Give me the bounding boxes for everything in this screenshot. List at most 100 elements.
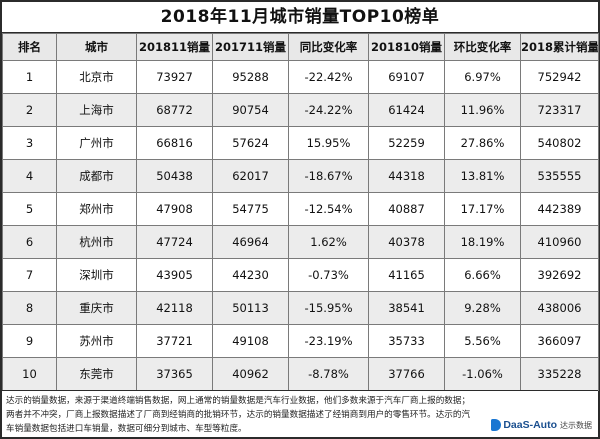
table-cell: 北京市 [56,60,137,94]
table-cell: 3 [2,126,57,160]
table-cell: 13.81% [444,159,521,193]
table-cell: 47908 [136,192,213,226]
column-header: 城市 [56,33,137,61]
column-header: 环比变化率 [444,33,521,61]
table-cell: 43905 [136,258,213,292]
table-cell: 73927 [136,60,213,94]
table-row: 5 郑州市 47908 54775 -12.54% 40887 17.17% 442389 [2,192,599,226]
table-cell: 10 [2,357,57,391]
table-row: 4 成都市 50438 62017 -18.67% 44318 13.81% 535555 [2,159,599,193]
table-title: 2018年11月城市销量TOP10榜单 [2,2,598,33]
table-cell: 深圳市 [56,258,137,292]
table-cell: 杭州市 [56,225,137,259]
table-cell: 46964 [212,225,289,259]
brand-logo: DaaS-Auto 达示数据 [491,417,592,433]
table-cell: -15.95% [288,291,369,325]
table-cell: 54775 [212,192,289,226]
table-cell: 44230 [212,258,289,292]
table-cell: 35733 [368,324,445,358]
table-row: 7 深圳市 43905 44230 -0.73% 41165 6.66% 392692 [2,258,599,292]
table-cell: 8 [2,291,57,325]
logo-subtitle: 达示数据 [560,420,592,430]
table-cell: 苏州市 [56,324,137,358]
header-row: 排名 城市 201811销量 201711销量 同比变化率 201810销量 环比变化率 20… [2,33,599,61]
table-cell: 535555 [520,159,599,193]
table-cell: 1.62% [288,225,369,259]
table-cell: -18.67% [288,159,369,193]
table-cell: 66816 [136,126,213,160]
table-cell: 广州市 [56,126,137,160]
table-cell: 9 [2,324,57,358]
table-cell: 723317 [520,93,599,127]
table-cell: 40962 [212,357,289,391]
table-cell: -12.54% [288,192,369,226]
table-cell: 6.66% [444,258,521,292]
column-header: 201711销量 [212,33,289,61]
table-cell: 540802 [520,126,599,160]
footnote-text: 达示的销量数据，来源于渠道终端销售数据，网上通常的销量数据是汽车行业数据，他们多… [6,396,471,434]
table-cell: 5.56% [444,324,521,358]
table-cell: 37766 [368,357,445,391]
table-cell: 52259 [368,126,445,160]
table-cell: 69107 [368,60,445,94]
table-cell: -0.73% [288,258,369,292]
table-cell: 5 [2,192,57,226]
column-header: 同比变化率 [288,33,369,61]
table-cell: 17.17% [444,192,521,226]
table-cell: 2 [2,93,57,127]
table-cell: 15.95% [288,126,369,160]
table-cell: 44318 [368,159,445,193]
table-cell: 68772 [136,93,213,127]
table-cell: -22.42% [288,60,369,94]
table-cell: 90754 [212,93,289,127]
table-cell: 18.19% [444,225,521,259]
table-cell: 752942 [520,60,599,94]
table-row: 6 杭州市 47724 46964 1.62% 40378 18.19% 410960 [2,225,599,259]
table-cell: -8.78% [288,357,369,391]
table-cell: 335228 [520,357,599,391]
table-row: 10 东莞市 37365 40962 -8.78% 37766 -1.06% 335228 [2,357,599,391]
table-cell: 57624 [212,126,289,160]
column-header: 201810销量 [368,33,445,61]
table-cell: 50438 [136,159,213,193]
table-row: 9 苏州市 37721 49108 -23.19% 35733 5.56% 366097 [2,324,599,358]
table-cell: 37365 [136,357,213,391]
table-cell: 重庆市 [56,291,137,325]
table-cell: 61424 [368,93,445,127]
column-header: 2018累计销量 [520,33,599,61]
footnote-area: 达示的销量数据，来源于渠道终端销售数据，网上通常的销量数据是汽车行业数据，他们多… [2,390,598,438]
table-cell: 成都市 [56,159,137,193]
table-cell: 上海市 [56,93,137,127]
table-cell: 41165 [368,258,445,292]
column-header: 排名 [2,33,57,61]
table-cell: 郑州市 [56,192,137,226]
table-row: 3 广州市 66816 57624 15.95% 52259 27.86% 540802 [2,126,599,160]
table-cell: 4 [2,159,57,193]
table-cell: 11.96% [444,93,521,127]
table-cell: 62017 [212,159,289,193]
table-cell: 40378 [368,225,445,259]
table-cell: 40887 [368,192,445,226]
table-cell: 410960 [520,225,599,259]
table-cell: 6.97% [444,60,521,94]
column-header: 201811销量 [136,33,213,61]
table-cell: 392692 [520,258,599,292]
table-cell: 27.86% [444,126,521,160]
table-cell: 438006 [520,291,599,325]
table-body: 1 北京市 73927 95288 -22.42% 69107 6.97% 752942 2 上海… [2,60,599,391]
table-cell: -1.06% [444,357,521,391]
logo-d-icon [491,419,502,431]
sales-table: 排名 城市 201811销量 201711销量 同比变化率 201810销量 环比变化率 20… [2,33,599,391]
logo-wordmark: DaaS-Auto [503,419,557,431]
table-cell: 1 [2,60,57,94]
table-cell: 95288 [212,60,289,94]
table-cell: 7 [2,258,57,292]
table-row: 2 上海市 68772 90754 -24.22% 61424 11.96% 723317 [2,93,599,127]
table-cell: 37721 [136,324,213,358]
table-row: 8 重庆市 42118 50113 -15.95% 38541 9.28% 438006 [2,291,599,325]
table-cell: -24.22% [288,93,369,127]
table-cell: 442389 [520,192,599,226]
table-cell: 366097 [520,324,599,358]
table-cell: 38541 [368,291,445,325]
